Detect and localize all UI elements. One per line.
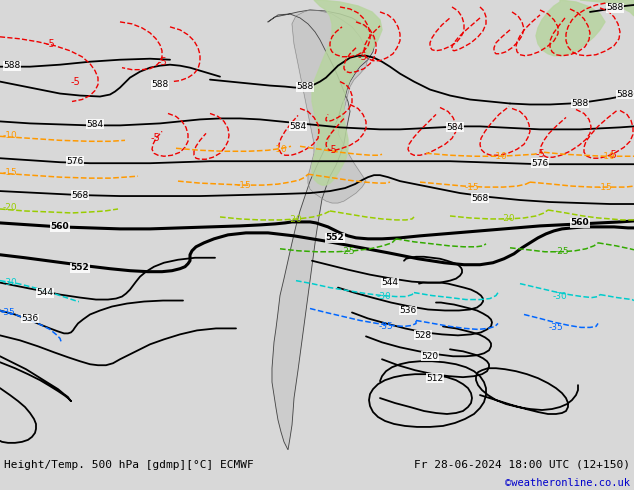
- Text: -25: -25: [555, 247, 569, 256]
- Text: -35: -35: [548, 323, 564, 332]
- Polygon shape: [580, 0, 634, 16]
- Text: 588: 588: [571, 99, 588, 108]
- Text: -25: -25: [340, 247, 355, 256]
- Text: -5: -5: [535, 149, 545, 159]
- Text: 588: 588: [296, 82, 314, 91]
- Text: -30: -30: [3, 278, 17, 287]
- Text: -5: -5: [45, 39, 55, 49]
- Text: 588: 588: [152, 80, 169, 89]
- Text: -15: -15: [598, 183, 612, 192]
- Polygon shape: [312, 0, 382, 185]
- Text: 552: 552: [326, 233, 344, 243]
- Text: 544: 544: [37, 288, 53, 297]
- Text: ©weatheronline.co.uk: ©weatheronline.co.uk: [505, 478, 630, 488]
- Text: 576: 576: [531, 159, 548, 168]
- Text: 584: 584: [446, 123, 463, 132]
- Polygon shape: [292, 10, 368, 203]
- Text: 588: 588: [606, 3, 624, 12]
- Text: Fr 28-06-2024 18:00 UTC (12+150): Fr 28-06-2024 18:00 UTC (12+150): [414, 460, 630, 470]
- Text: 588: 588: [3, 61, 21, 70]
- Text: 584: 584: [86, 120, 103, 129]
- Text: 512: 512: [427, 374, 444, 383]
- Text: 568: 568: [471, 194, 489, 202]
- Text: -5: -5: [327, 145, 337, 155]
- Text: 520: 520: [422, 352, 439, 361]
- Text: -30: -30: [377, 292, 391, 301]
- Text: 576: 576: [67, 157, 84, 166]
- Text: -10: -10: [600, 152, 616, 161]
- Polygon shape: [268, 10, 375, 450]
- Text: -15: -15: [236, 181, 251, 190]
- Text: -5: -5: [357, 52, 367, 62]
- Text: 544: 544: [382, 278, 399, 287]
- Text: 552: 552: [70, 263, 89, 272]
- Text: Height/Temp. 500 hPa [gdmp][°C] ECMWF: Height/Temp. 500 hPa [gdmp][°C] ECMWF: [4, 460, 254, 470]
- Text: 528: 528: [415, 331, 432, 340]
- Text: -10: -10: [493, 152, 507, 161]
- Text: 584: 584: [290, 122, 307, 131]
- Text: 588: 588: [616, 90, 633, 99]
- Text: -20: -20: [288, 216, 302, 224]
- Text: -30: -30: [553, 292, 567, 301]
- Text: 560: 560: [571, 219, 590, 227]
- Text: -35: -35: [1, 308, 15, 317]
- Text: -5: -5: [607, 150, 617, 160]
- Text: 536: 536: [399, 306, 417, 315]
- Text: 568: 568: [72, 191, 89, 199]
- Text: -5: -5: [70, 76, 80, 87]
- Text: -20: -20: [3, 203, 17, 213]
- Text: -5: -5: [150, 133, 160, 144]
- Text: -10: -10: [3, 131, 17, 140]
- Text: -10: -10: [273, 145, 287, 154]
- Text: -15: -15: [3, 168, 17, 177]
- Text: -15: -15: [465, 183, 479, 192]
- Polygon shape: [536, 0, 605, 56]
- Text: -5: -5: [157, 57, 167, 67]
- Text: 560: 560: [51, 222, 69, 231]
- Text: -20: -20: [501, 215, 515, 223]
- Text: 536: 536: [22, 314, 39, 323]
- Text: -35: -35: [378, 322, 393, 331]
